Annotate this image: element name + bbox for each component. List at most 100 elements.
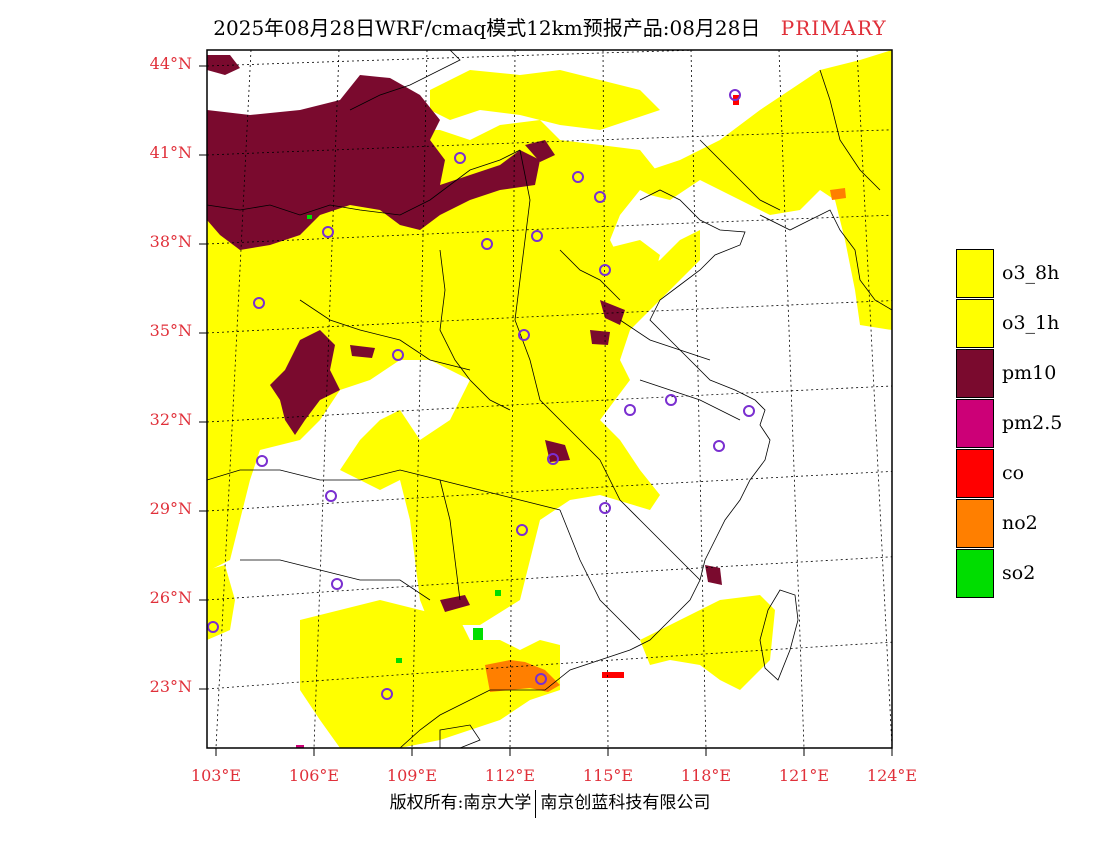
legend-swatch: [956, 349, 994, 398]
legend-swatch: [956, 549, 994, 598]
boundary-line: [207, 149, 521, 216]
city-station-marker: [207, 621, 219, 633]
lat-label-38: 38°N: [149, 232, 192, 251]
boundary-line: [619, 319, 711, 361]
longitude-line: [602, 50, 609, 748]
legend-swatch: [956, 299, 994, 348]
co-spot: [602, 672, 624, 678]
lat-label-29: 29°N: [149, 499, 192, 518]
legend-label: o3_8h: [1002, 262, 1060, 284]
boundary-line: [240, 559, 431, 601]
so2-spot-yunnan: [396, 658, 402, 663]
legend-item-o3-8h: o3_8h: [956, 249, 1076, 299]
so2-spot-guangxi: [473, 628, 483, 640]
lat-lon-grid: [207, 50, 892, 748]
map-title: 2025年08月28日WRF/cmaq模式12km预报产品:08月28日 PRI…: [0, 12, 1100, 41]
legend-label: so2: [1002, 562, 1036, 584]
pm10-regions: [207, 55, 722, 612]
o3-regions: [207, 50, 892, 748]
lat-label-35: 35°N: [149, 321, 192, 340]
taiwan-outline: [759, 589, 799, 681]
city-station-marker: [381, 688, 393, 700]
pm10-hunan-patch: [545, 440, 570, 462]
boundary-line: [439, 479, 461, 601]
city-station-marker: [392, 349, 404, 361]
pm10-hebei-patch: [525, 140, 555, 162]
legend-label: pm10: [1002, 362, 1057, 384]
city-station-marker: [547, 453, 559, 465]
longitude-line: [509, 50, 516, 748]
city-station-marker: [624, 404, 636, 416]
title-text: 2025年08月28日WRF/cmaq模式12km预报产品:08月28日: [213, 16, 761, 40]
city-station-marker: [713, 440, 725, 452]
so2-spot-guangdong: [495, 590, 501, 596]
legend-item-pm25: pm2.5: [956, 399, 1076, 449]
legend-item-co: co: [956, 449, 1076, 499]
lat-label-26: 26°N: [149, 588, 192, 607]
boundary-line: [559, 509, 641, 641]
lon-label-103: 103°E: [190, 766, 242, 785]
o3-northeast-region: [620, 50, 892, 330]
copyright-left: 版权所有:南京大学: [389, 793, 532, 813]
city-station-marker: [599, 502, 611, 514]
city-station-marker: [599, 264, 611, 276]
legend-item-o3-1h: o3_1h: [956, 299, 1076, 349]
city-station-marker: [743, 405, 755, 417]
lat-label-32: 32°N: [149, 410, 192, 429]
lon-label-124: 124°E: [866, 766, 918, 785]
city-station-marker: [516, 524, 528, 536]
lon-label-106: 106°E: [288, 766, 340, 785]
pm10-henan-patch: [600, 300, 625, 325]
lon-label-121: 121°E: [778, 766, 830, 785]
pm25-spot: [296, 745, 304, 748]
lat-label-41: 41°N: [149, 143, 192, 162]
city-station-marker: [729, 89, 741, 101]
legend-swatch: [956, 499, 994, 548]
lat-label-23: 23°N: [149, 677, 192, 696]
lat-label-44: 44°N: [149, 54, 192, 73]
longitude-line: [411, 50, 428, 748]
city-station-marker: [322, 226, 334, 238]
city-station-marker: [531, 230, 543, 242]
boundary-line: [439, 249, 511, 411]
pm10-sichuan-plume: [270, 330, 340, 435]
map-field: [207, 50, 892, 748]
o3-southeast-coast: [640, 595, 775, 690]
legend-item-pm10: pm10: [956, 349, 1076, 399]
o3-south-region: [300, 600, 560, 748]
pm10-central-streak: [350, 345, 375, 358]
legend-item-so2: so2: [956, 549, 1076, 599]
city-station-marker: [535, 673, 547, 685]
o3-north-strip: [430, 70, 660, 130]
boundary-line: [819, 69, 881, 191]
boundary-line: [559, 249, 621, 301]
city-station-marker: [594, 191, 606, 203]
legend-swatch: [956, 249, 994, 298]
city-station-marker: [331, 578, 343, 590]
lon-label-118: 118°E: [680, 766, 732, 785]
longitude-line: [313, 50, 340, 748]
city-station-marker: [253, 297, 265, 309]
boundary-line: [639, 379, 741, 421]
pm10-guangxi-streak: [440, 595, 470, 612]
so2-spot-north: [307, 215, 312, 219]
legend-label: no2: [1002, 512, 1038, 534]
copyright-right: 南京创蓝科技有限公司: [540, 793, 711, 813]
footer-separator: [535, 789, 537, 818]
boundary-line: [299, 299, 471, 371]
boundary-line: [599, 459, 701, 581]
longitude-line: [856, 50, 892, 748]
legend-item-no2: no2: [956, 499, 1076, 549]
longitude-line: [690, 50, 707, 748]
o3-west-central-region: [207, 120, 700, 625]
city-station-marker: [481, 238, 493, 250]
axis-ticks: [199, 65, 893, 756]
coastline: [399, 189, 771, 748]
city-station-marker: [518, 329, 530, 341]
pm10-northwest-tip: [207, 55, 240, 75]
coastline: [759, 209, 892, 311]
city-station-marker: [454, 152, 466, 164]
legend-label: o3_1h: [1002, 312, 1060, 334]
no2-northeast-spot: [830, 188, 846, 200]
